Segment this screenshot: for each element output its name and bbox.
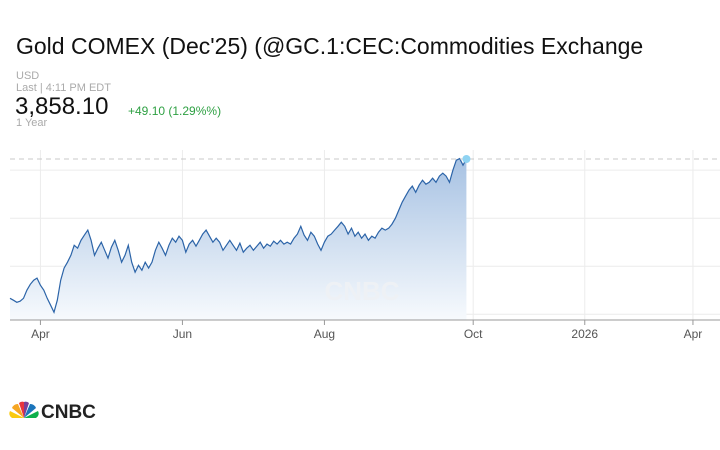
x-tick-label: 2026	[571, 327, 598, 341]
currency: USD	[16, 70, 40, 82]
x-tick-label: Apr	[684, 327, 703, 341]
price-line	[9, 157, 467, 315]
logo-text: CNBC	[41, 402, 96, 423]
last-point	[462, 155, 471, 164]
last-update: Last | 4:11 PM EDT	[16, 82, 111, 94]
title: Gold COMEX (Dec'25) (@GC.1:CEC:Commoditi…	[16, 33, 644, 59]
range: 1 Year	[16, 117, 48, 129]
price-change: +49.10 (1.29%%)	[128, 104, 222, 118]
area-fill	[10, 158, 467, 320]
x-tick-label: Oct	[464, 327, 483, 341]
plot: Apr Jun Aug Oct 2026 Apr	[9, 155, 720, 341]
price: 3,858.10	[15, 93, 109, 120]
logo: CNBC	[9, 401, 96, 423]
x-tick-label: Aug	[314, 327, 335, 341]
x-tick-label: Apr	[31, 327, 50, 341]
plot-background	[10, 150, 720, 320]
watermark: CNBC	[324, 276, 399, 306]
x-tick-label: Jun	[173, 327, 192, 341]
